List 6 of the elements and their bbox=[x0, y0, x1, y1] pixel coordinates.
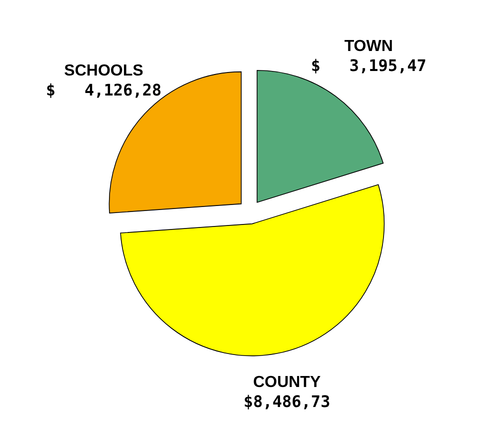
slice-label: TOWN bbox=[344, 38, 393, 55]
data-label: $ 4,126,28 bbox=[46, 80, 162, 100]
slice-label: COUNTY bbox=[253, 374, 321, 391]
slice-label: SCHOOLS bbox=[64, 62, 144, 80]
data-label: $8,486,73 bbox=[244, 392, 330, 411]
data-label: $ 3,195,47 bbox=[310, 56, 426, 75]
